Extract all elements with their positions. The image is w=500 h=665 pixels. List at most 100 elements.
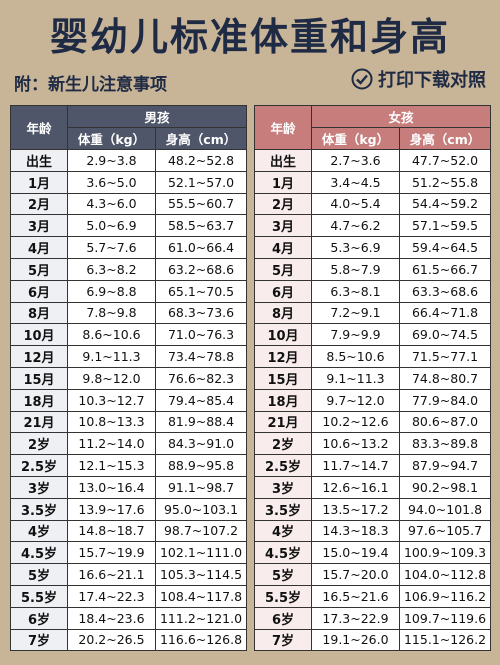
height-cell: 65.1~70.5 (154, 279, 248, 303)
row: 2岁 11.2~14.0 84.3~91.0 (10, 432, 248, 456)
row: 21月 10.8~13.3 81.9~88.4 (10, 410, 248, 434)
age-cell: 出生 (10, 149, 68, 172)
age-cell: 12月 (254, 345, 312, 368)
weight-cell: 19.1~26.0 (311, 628, 400, 652)
row: 出生 2.9~3.8 48.2~52.8 (10, 149, 248, 172)
weight-cell: 14.8~18.7 (67, 519, 156, 543)
height-cell: 71.0~76.3 (154, 323, 248, 347)
height-header: 身高（cm） (154, 127, 248, 150)
height-cell: 87.9~94.7 (398, 454, 492, 477)
table: 年龄 女孩 体重（kg） 身高（cm） 出生 2.7~3.6 47.7~52.0 1月 3.4~… (254, 105, 492, 652)
age-header: 年龄 (10, 105, 68, 150)
height-cell: 66.4~71.8 (398, 301, 492, 325)
row: 10月 8.6~10.6 71.0~76.3 (10, 323, 248, 347)
weight-cell: 3.6~5.0 (67, 170, 156, 194)
title: 婴幼儿标准体重和身高 (49, 15, 450, 59)
age-cell: 4月 (254, 236, 312, 259)
age-cell: 1月 (10, 170, 68, 194)
weight-cell: 12.6~16.1 (311, 475, 400, 499)
action[interactable]: 打印下载对照 (351, 66, 486, 92)
height-header: 身高（cm） (398, 127, 492, 150)
age-cell: 7岁 (254, 628, 312, 652)
weight-cell: 8.6~10.6 (67, 323, 156, 347)
weight-cell: 5.7~7.6 (67, 236, 156, 259)
height-cell: 94.0~101.8 (398, 497, 492, 521)
row: 5.5岁 17.4~22.3 108.4~117.8 (10, 584, 248, 608)
age-cell: 1月 (254, 170, 312, 194)
row: 12月 9.1~11.3 73.4~78.8 (10, 345, 248, 368)
row: 4岁 14.8~18.7 98.7~107.2 (10, 519, 248, 543)
height-cell: 61.0~66.4 (154, 236, 248, 259)
weight-header: 体重（kg） (311, 127, 400, 150)
age-cell: 2.5岁 (10, 454, 68, 477)
age-cell: 10月 (254, 323, 312, 347)
age-cell: 18月 (254, 388, 312, 412)
height-cell: 79.4~85.4 (154, 388, 248, 412)
weight-cell: 7.8~9.8 (67, 301, 156, 325)
row: 3.5岁 13.5~17.2 94.0~101.8 (254, 497, 492, 521)
weight-cell: 6.3~8.1 (311, 279, 400, 303)
age-cell: 4.5岁 (254, 541, 312, 565)
age-cell: 2岁 (10, 432, 68, 456)
weight-cell: 10.8~13.3 (67, 410, 156, 434)
age-cell: 8月 (254, 301, 312, 325)
row: 18月 9.7~12.0 77.9~84.0 (254, 388, 492, 412)
height-cell: 74.8~80.7 (398, 366, 492, 390)
age-cell: 4.5岁 (10, 541, 68, 565)
weight-cell: 10.3~12.7 (67, 388, 156, 412)
header-row: 体重（kg） 身高（cm） (11, 127, 248, 150)
age-cell: 4岁 (254, 519, 312, 543)
row: 8月 7.8~9.8 68.3~73.6 (10, 301, 248, 325)
height-cell: 48.2~52.8 (154, 149, 248, 172)
weight-cell: 2.7~3.6 (311, 149, 400, 172)
row: 15月 9.8~12.0 76.6~82.3 (10, 366, 248, 390)
age-cell: 8月 (10, 301, 68, 325)
age-cell: 5岁 (254, 563, 312, 586)
age-cell: 21月 (254, 410, 312, 434)
weight-cell: 8.5~10.6 (311, 345, 400, 368)
height-cell: 73.4~78.8 (154, 345, 248, 368)
age-cell: 2月 (254, 192, 312, 216)
age-cell: 2月 (10, 192, 68, 216)
height-cell: 57.1~59.5 (398, 214, 492, 238)
weight-cell: 17.3~22.9 (311, 606, 400, 630)
table: 年龄 男孩 体重（kg） 身高（cm） 出生 2.9~3.8 48.2~52.8 1月 3.6~… (10, 105, 248, 652)
age-cell: 15月 (254, 366, 312, 390)
row: 6月 6.3~8.1 63.3~68.6 (254, 279, 492, 303)
age-cell: 5月 (254, 257, 312, 281)
age-cell: 5.5岁 (10, 584, 68, 608)
row: 5岁 15.7~20.0 104.0~112.8 (254, 563, 492, 586)
age-cell: 4月 (10, 236, 68, 259)
age-cell: 6月 (10, 279, 68, 303)
row: 2月 4.0~5.4 54.4~59.2 (254, 192, 492, 216)
height-cell: 59.4~64.5 (398, 236, 492, 259)
age-cell: 3岁 (10, 475, 68, 499)
row: 5月 5.8~7.9 61.5~66.7 (254, 257, 492, 281)
row: 5月 6.3~8.2 63.2~68.6 (10, 257, 248, 281)
row: 1月 3.4~4.5 51.2~55.8 (254, 170, 492, 194)
age-header: 年龄 (254, 105, 312, 150)
weight-cell: 11.2~14.0 (67, 432, 156, 456)
row: 4.5岁 15.7~19.9 102.1~111.0 (10, 541, 248, 565)
height-cell: 63.3~68.6 (398, 279, 492, 303)
height-cell: 97.6~105.7 (398, 519, 492, 543)
row: 3岁 12.6~16.1 90.2~98.1 (254, 475, 492, 499)
weight-cell: 4.7~6.2 (311, 214, 400, 238)
height-cell: 77.9~84.0 (398, 388, 492, 412)
header-row: 年龄 男孩 (10, 105, 248, 150)
weight-cell: 13.0~16.4 (67, 475, 156, 499)
weight-cell: 15.7~20.0 (311, 563, 400, 586)
weight-cell: 13.5~17.2 (311, 497, 400, 521)
weight-cell: 5.3~6.9 (311, 236, 400, 259)
height-cell: 105.3~114.5 (154, 563, 248, 586)
row: 出生 2.7~3.6 47.7~52.0 (254, 149, 492, 172)
group-header: 男孩 (66, 105, 248, 128)
height-cell: 108.4~117.8 (154, 584, 248, 608)
weight-cell: 5.0~6.9 (67, 214, 156, 238)
row: 2月 4.3~6.0 55.5~60.7 (10, 192, 248, 216)
age-cell: 18月 (10, 388, 68, 412)
height-cell: 51.2~55.8 (398, 170, 492, 194)
weight-cell: 9.8~12.0 (67, 366, 156, 390)
height-cell: 83.3~89.8 (398, 432, 492, 456)
